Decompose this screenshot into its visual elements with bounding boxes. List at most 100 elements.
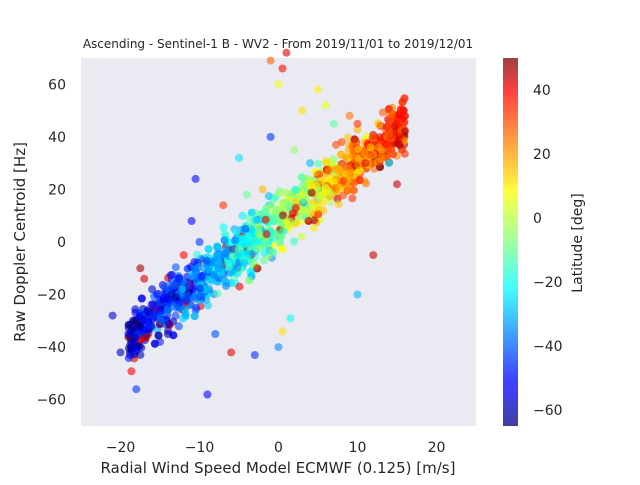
scatter-point — [378, 108, 387, 117]
scatter-point — [393, 119, 401, 128]
scatter-point — [202, 285, 211, 294]
scatter-point — [286, 314, 295, 323]
scatter-point — [213, 242, 222, 251]
scatter-point — [124, 330, 133, 338]
scatter-point — [274, 80, 283, 89]
scatter-point — [374, 143, 383, 152]
scatter-point — [276, 238, 284, 247]
scatter-point — [211, 330, 220, 338]
scatter-point — [348, 194, 357, 203]
scatter-point — [314, 210, 323, 219]
scatter-point — [152, 301, 161, 310]
scatter-point — [369, 251, 378, 260]
scatter-point — [231, 236, 240, 245]
scatter-point — [339, 176, 348, 185]
scatter-point — [334, 200, 343, 209]
scatter-point — [321, 101, 330, 110]
scatter-point — [278, 245, 287, 253]
scatter-point — [291, 185, 299, 194]
scatter-point — [349, 186, 358, 195]
y-tick-label: 0 — [57, 235, 66, 251]
scatter-point — [219, 201, 228, 210]
scatter-point — [213, 251, 222, 260]
scatter-point — [279, 227, 288, 236]
x-tick-label: −10 — [185, 440, 215, 456]
scatter-point — [195, 238, 204, 246]
scatter-point — [144, 317, 153, 326]
scatter-point — [160, 283, 169, 292]
scatter-point — [254, 223, 263, 232]
scatter-point — [385, 129, 394, 138]
scatter-point — [227, 348, 236, 357]
scatter-point — [306, 159, 315, 168]
scatter-point — [234, 251, 243, 260]
scatter-point — [203, 390, 212, 399]
scatter-point — [131, 333, 139, 342]
scatter-point — [290, 146, 299, 154]
x-tick-label: 0 — [274, 440, 283, 456]
x-ticks: −20 −10 0 10 20 — [106, 440, 446, 456]
scatter-point — [382, 123, 391, 131]
scatter-point — [393, 180, 401, 189]
colorbar-tick-label: 40 — [533, 83, 551, 99]
scatter-point — [269, 248, 277, 257]
scatter-point — [297, 173, 306, 182]
colorbar-tick-label: −40 — [533, 339, 563, 355]
scatter-point — [350, 135, 359, 144]
scatter-point — [264, 192, 273, 201]
scatter-point — [314, 85, 322, 94]
colorbar-tick-label: −20 — [533, 275, 563, 291]
scatter-point — [221, 249, 230, 258]
scatter-point — [260, 249, 269, 257]
scatter-point — [171, 303, 180, 312]
scatter-point — [272, 213, 281, 222]
colorbar-label: Latitude [deg] — [570, 193, 586, 292]
x-axis-label: Radial Wind Speed Model ECMWF (0.125) [m… — [101, 459, 456, 477]
scatter-point — [396, 105, 405, 114]
scatter-point — [202, 256, 211, 265]
scatter-point — [163, 330, 172, 338]
scatter-point — [398, 98, 407, 107]
scatter-point — [181, 311, 190, 320]
scatter-point — [124, 354, 133, 363]
y-ticks: −60 −40 −20 0 20 40 60 — [36, 77, 66, 408]
scatter-point — [310, 223, 319, 232]
scatter-point — [400, 127, 409, 136]
scatter-point — [108, 311, 117, 320]
scatter-point — [144, 324, 153, 333]
scatter-point — [235, 282, 244, 291]
scatter-point — [240, 258, 249, 267]
y-tick-label: −20 — [36, 288, 66, 304]
scatter-point — [353, 161, 362, 170]
scatter-point — [375, 121, 384, 130]
scatter-point — [388, 112, 397, 121]
scatter-point — [149, 311, 158, 320]
scatter-point — [256, 230, 265, 239]
scatter-point — [241, 224, 250, 233]
scatter-point — [179, 251, 188, 260]
scatter-point — [329, 119, 338, 128]
scatter-point — [190, 258, 199, 266]
scatter-point — [204, 245, 213, 254]
scatter-point — [219, 274, 228, 282]
scatter-point — [353, 290, 362, 299]
scatter-point — [242, 190, 251, 199]
scatter-point — [137, 294, 146, 303]
scatter-point — [253, 264, 262, 273]
scatter-point — [395, 140, 404, 149]
scatter-point — [253, 244, 262, 253]
scatter-point — [279, 211, 287, 220]
scatter-point — [344, 133, 352, 142]
scatter-point — [216, 262, 225, 271]
scatter-point — [152, 290, 161, 299]
scatter-point — [291, 219, 300, 228]
scatter-point — [192, 303, 201, 312]
scatter-point — [291, 204, 300, 212]
scatter-point — [295, 211, 304, 220]
scatter-point — [261, 215, 270, 224]
scatter-point — [116, 348, 125, 357]
scatter-point — [345, 169, 354, 178]
scatter-point — [290, 237, 299, 246]
